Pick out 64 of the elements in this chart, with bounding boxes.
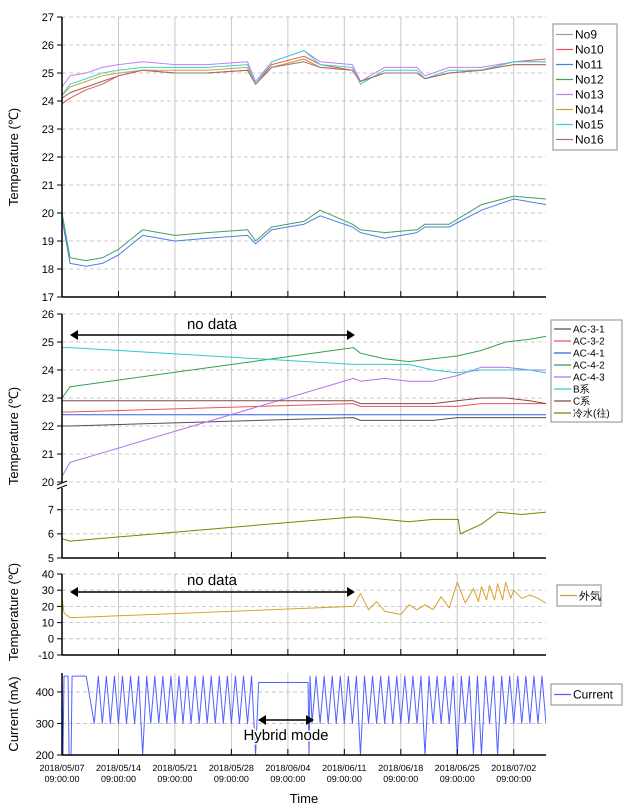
legend-label: No9 [575,28,598,42]
legend-label: B系 [573,384,590,396]
y-tick-label: 40 [42,568,54,581]
x-tick-label: 2018/06/18 09:00:00 [378,763,424,784]
y-tick-label: 10 [42,617,54,630]
legend-label: AC-4-1 [573,348,606,360]
y-tick-label: 22 [42,152,54,164]
y-tick-label: 25 [42,68,54,80]
y-tick-label: 21 [42,180,54,192]
y-tick-label: 20 [42,208,54,220]
legend-label: No15 [575,118,604,132]
y-tick-label: 20 [42,476,54,489]
x-tick-label: 2018/06/11 09:00:00 [322,763,367,784]
y-tick-label: 17 [42,292,54,304]
y-tick-label: 23 [42,124,54,136]
x-tick-label: 2018/05/07 09:00:00 [39,763,85,784]
legend-label: AC-4-3 [573,372,606,384]
y-tick-label: 400 [36,686,54,699]
y-tick-label: 25 [42,336,54,349]
y-tick-label: 22 [42,420,54,433]
y-tick-label: 6 [48,528,54,541]
legend-label: 冷水(往) [573,408,610,420]
y-tick-label: 23 [42,392,54,405]
legend-label: AC-3-2 [573,336,606,348]
legend-label: 外気 [579,590,601,602]
y-axis-title: Temperature (℃) [6,562,21,662]
y-tick-label: -10 [38,650,54,662]
legend-label: AC-4-2 [573,360,606,372]
x-tick-label: 2018/05/14 09:00:00 [96,763,141,784]
annotation: no data [186,572,238,589]
legend-label: No16 [575,132,604,147]
y-tick-label: 30 [42,585,54,598]
legend-label: C系 [573,396,590,408]
y-tick-label: 24 [42,96,54,108]
legend-label: Current [573,688,614,702]
y-axis-title: Temperature (℃) [6,108,21,206]
x-axis-title: Time [290,791,318,806]
y-axis-title: Temperature (℃) [6,386,21,486]
y-tick-label: 18 [42,264,54,276]
x-tick-label: 2018/05/28 09:00:00 [208,763,254,784]
x-tick-label: 2018/06/04 09:00:00 [265,763,310,784]
y-tick-label: 19 [42,236,54,248]
x-tick-label: 2018/07/02 09:00:00 [491,763,536,784]
legend-label: No14 [575,102,604,117]
x-tick-label: 2018/06/25 09:00:00 [434,763,480,784]
y-tick-label: 21 [42,448,54,461]
y-tick-label: 26 [42,308,54,321]
legend-label: No11 [575,58,604,72]
y-tick-label: 300 [36,718,54,730]
y-tick-label: 5 [48,552,54,565]
y-tick-label: 7 [48,504,54,517]
y-tick-label: 20 [42,601,54,614]
x-tick-label: 2018/05/21 09:00:00 [152,763,198,784]
y-tick-label: 24 [42,364,54,377]
legend-label: No12 [575,72,604,87]
y-tick-label: 26 [42,40,54,52]
legend-label: No10 [575,42,604,57]
y-tick-label: 0 [48,634,54,646]
y-tick-label: 200 [36,750,54,762]
y-axis-title: Current (mA) [6,676,21,752]
legend-label: No13 [575,88,604,102]
y-tick-label: 27 [42,12,54,24]
annotation: no data [186,316,238,333]
legend-label: AC-3-1 [573,324,606,336]
